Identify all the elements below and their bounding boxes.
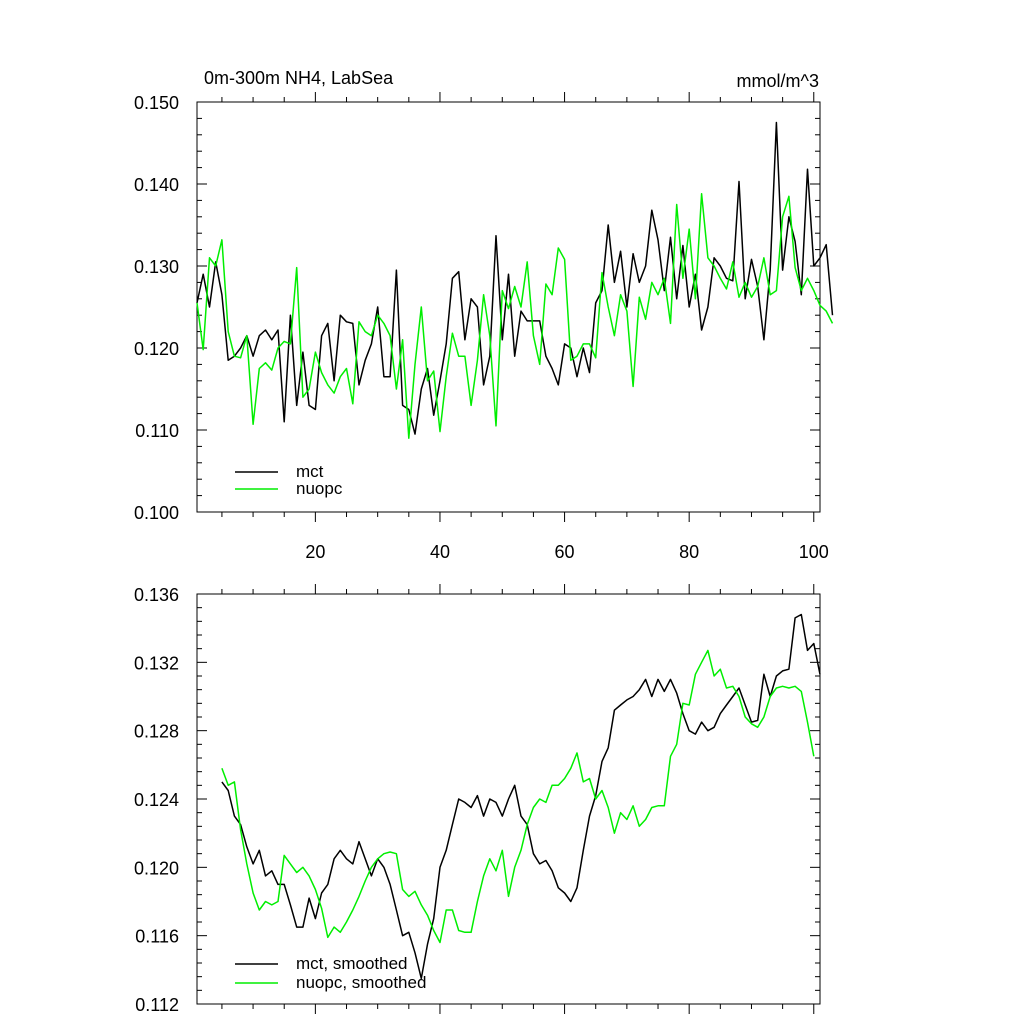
top-series-mct-line [196,121,834,435]
top-y-tick-label: 0.100 [134,503,179,523]
top-chart-units: mmol/m^3 [737,71,819,91]
top-panel: 0m-300m NH4, LabSea mmol/m^3 0.1000.1100… [134,68,834,562]
bottom-y-tick-label: 0.124 [134,790,179,810]
bottom-y-tick-label: 0.132 [134,653,179,673]
top-x-tick-label: 40 [430,542,450,562]
top-series-layer [196,121,834,439]
top-legend: mct nuopc [235,462,343,498]
bottom-y-tick-label: 0.116 [135,927,179,947]
bottom-ticks: 0.112 0.116 0.120 0.124 0.128 0.132 0.136 [134,584,820,1015]
top-chart-title: 0m-300m NH4, LabSea [204,68,394,88]
top-y-tick-label: 0.120 [134,339,179,359]
top-y-tick-label: 0.130 [134,257,179,277]
bottom-legend-mct-label: mct, smoothed [296,954,408,973]
top-x-tick-label: 20 [305,542,325,562]
bottom-y-tick-label: 0.128 [134,722,179,742]
bottom-y-tick-label: 0.120 [134,858,179,878]
bottom-panel: 0.112 0.116 0.120 0.124 0.128 0.132 0.136 mct,… [134,584,821,1015]
top-ticks: 0.100 0.110 0.120 0.130 0.140 0.150 20 40 60 80 10… [134,92,829,562]
bottom-series-layer [221,613,821,980]
top-x-tick-label: 80 [679,542,699,562]
bottom-y-tick-label: 0.112 [135,995,179,1015]
bottom-legend: mct, smoothed nuopc, smoothed [235,954,426,992]
top-y-tick-label: 0.150 [134,93,179,113]
bottom-series-mct-smoothed-line [221,613,821,980]
bottom-legend-nuopc-label: nuopc, smoothed [296,973,426,992]
top-legend-mct-label: mct [296,462,324,481]
bottom-y-tick-label: 0.136 [134,585,179,605]
top-y-tick-label: 0.110 [135,421,179,441]
top-legend-nuopc-label: nuopc [296,479,343,498]
top-series-nuopc-line [196,193,834,439]
top-x-tick-label: 100 [799,542,829,562]
bottom-series-nuopc-smoothed-line [221,649,815,944]
top-x-tick-label: 60 [555,542,575,562]
top-y-tick-label: 0.140 [134,175,179,195]
